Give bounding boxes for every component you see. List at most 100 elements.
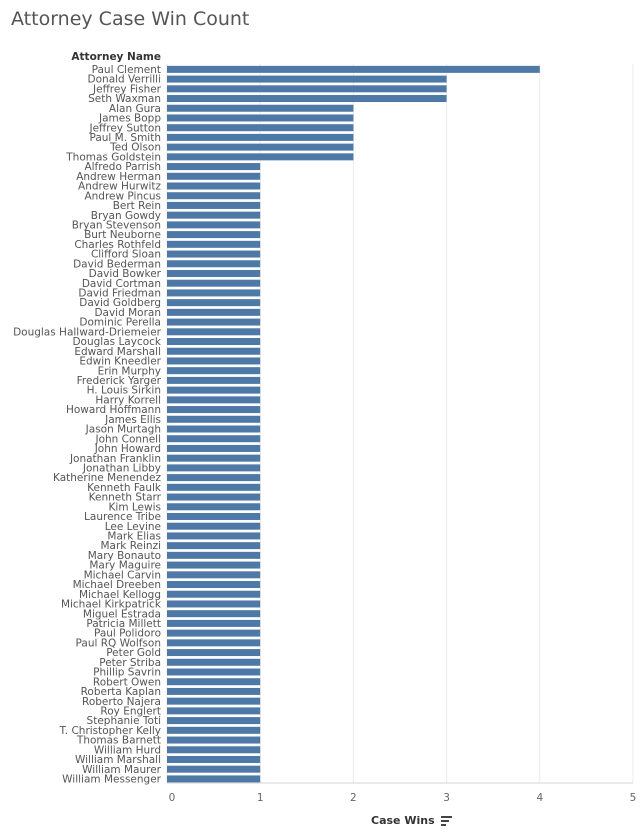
category-label[interactable]: Jonathan Franklin [69, 453, 161, 465]
category-label[interactable]: Jonathan Libby [82, 462, 161, 474]
bar[interactable] [167, 561, 261, 569]
category-label[interactable]: William Maurer [82, 764, 162, 776]
bar[interactable] [167, 775, 261, 783]
bar[interactable] [167, 435, 261, 443]
bar[interactable] [167, 260, 261, 268]
bar[interactable] [167, 357, 261, 365]
bar[interactable] [167, 211, 261, 219]
category-label[interactable]: Jeffrey Sutton [88, 122, 161, 134]
category-label[interactable]: Harry Korrell [95, 394, 161, 406]
category-label[interactable]: Stephanie Toti [87, 715, 161, 727]
category-label[interactable]: Lee Levine [105, 521, 161, 533]
bar[interactable] [167, 493, 261, 501]
bar[interactable] [167, 182, 261, 190]
category-label[interactable]: Edwin Kneedler [79, 356, 161, 368]
category-label[interactable]: Michael Kellogg [79, 589, 161, 601]
category-label[interactable]: Alan Gura [109, 103, 161, 115]
category-label[interactable]: James Bopp [98, 113, 161, 125]
bar[interactable] [167, 454, 261, 462]
category-label[interactable]: Bryan Gowdy [91, 210, 161, 222]
category-label[interactable]: David Friedman [78, 288, 161, 300]
category-label[interactable]: Thomas Goldstein [65, 151, 161, 163]
bar[interactable] [167, 765, 261, 773]
bar[interactable] [167, 425, 261, 433]
bar[interactable] [167, 668, 261, 676]
category-label[interactable]: Roberta Kaplan [81, 686, 161, 698]
category-label[interactable]: William Messenger [62, 774, 162, 786]
category-label[interactable]: Michael Dreeben [73, 579, 161, 591]
category-label[interactable]: Robert Owen [93, 676, 161, 688]
category-label[interactable]: Mark Reinzi [100, 540, 161, 552]
category-label[interactable]: Dominic Perella [79, 317, 161, 329]
bar[interactable] [167, 231, 261, 239]
category-label[interactable]: Andrew Pincus [84, 190, 161, 202]
category-label[interactable]: Paul Polidoro [94, 628, 161, 640]
category-label[interactable]: Peter Gold [106, 647, 161, 659]
bar[interactable] [167, 299, 261, 307]
category-label[interactable]: Phillip Savrin [93, 667, 161, 679]
bar[interactable] [167, 707, 261, 715]
bar[interactable] [167, 717, 261, 725]
bar[interactable] [167, 269, 261, 277]
bar[interactable] [167, 240, 261, 248]
category-label[interactable]: William Hurd [94, 744, 161, 756]
bar[interactable] [167, 522, 261, 530]
category-label[interactable]: Thomas Barnett [76, 735, 161, 747]
bar[interactable] [167, 95, 447, 103]
bar[interactable] [167, 551, 261, 559]
bar[interactable] [167, 746, 261, 754]
category-label[interactable]: Peter Striba [99, 657, 161, 669]
category-label[interactable]: Jeffrey Fisher [92, 83, 162, 95]
bar[interactable] [167, 221, 261, 229]
bar[interactable] [167, 172, 261, 180]
category-label[interactable]: Patricia Millett [86, 618, 161, 630]
bar[interactable] [167, 571, 261, 579]
bar[interactable] [167, 697, 261, 705]
category-label[interactable]: Alfredo Parrish [84, 161, 161, 173]
category-label[interactable]: Michael Kirkpatrick [61, 599, 162, 611]
bar[interactable] [167, 347, 261, 355]
bar[interactable] [167, 65, 540, 73]
bar[interactable] [167, 474, 261, 482]
bar[interactable] [167, 163, 261, 171]
category-label[interactable]: David Cortman [82, 278, 161, 290]
category-label[interactable]: Paul Clement [92, 64, 161, 76]
category-label[interactable]: Donald Verrilli [88, 74, 161, 86]
category-label[interactable]: Douglas Laycock [72, 336, 161, 348]
category-label[interactable]: Kenneth Starr [89, 492, 162, 504]
category-label[interactable]: Seth Waxman [88, 93, 161, 105]
category-label[interactable]: David Bowker [89, 268, 162, 280]
category-label[interactable]: Paul RQ Wolfson [76, 637, 161, 649]
category-label[interactable]: Laurence Tribe [84, 511, 161, 523]
bar[interactable] [167, 85, 447, 93]
bar[interactable] [167, 153, 354, 161]
category-label[interactable]: Mark Elias [107, 531, 161, 543]
bar[interactable] [167, 581, 261, 589]
category-label[interactable]: Michael Carvin [84, 569, 161, 581]
bar[interactable] [167, 289, 261, 297]
category-label[interactable]: Ted Olson [109, 142, 161, 154]
bar[interactable] [167, 639, 261, 647]
bar[interactable] [167, 483, 261, 491]
bar[interactable] [167, 444, 261, 452]
category-label[interactable]: Clifford Sloan [91, 249, 161, 261]
category-label[interactable]: Erin Murphy [98, 365, 161, 377]
category-label[interactable]: Douglas Hallward-Driemeier [13, 326, 162, 338]
bar[interactable] [167, 590, 261, 598]
bar[interactable] [167, 308, 261, 316]
bar[interactable] [167, 415, 261, 423]
bar[interactable] [167, 512, 261, 520]
bar[interactable] [167, 464, 261, 472]
bar[interactable] [167, 629, 261, 637]
bar[interactable] [167, 376, 261, 384]
category-label[interactable]: Mary Maguire [89, 560, 161, 572]
bar[interactable] [167, 619, 261, 627]
category-label[interactable]: Burt Neuborne [84, 229, 161, 241]
bar[interactable] [167, 279, 261, 287]
bar[interactable] [167, 328, 261, 336]
bar[interactable] [167, 114, 354, 122]
category-label[interactable]: T. Christopher Kelly [59, 725, 161, 737]
bar[interactable] [167, 104, 354, 112]
bar[interactable] [167, 610, 261, 618]
category-label[interactable]: David Moran [94, 307, 161, 319]
